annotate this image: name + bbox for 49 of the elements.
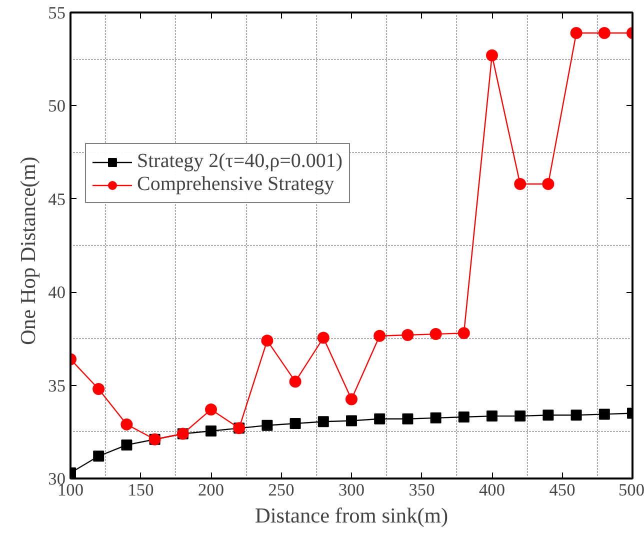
- point: [289, 376, 302, 388]
- point: [458, 327, 470, 340]
- point: [205, 404, 217, 416]
- y-tick-label: 50: [48, 96, 66, 116]
- point: [92, 383, 105, 396]
- x-axis-title: Distance from sink(m): [254, 504, 448, 528]
- x-tick-label: 500: [618, 480, 644, 500]
- point: [570, 27, 582, 39]
- x-tick-label: 250: [268, 480, 294, 500]
- point: [346, 415, 357, 426]
- x-tick-label: 300: [338, 480, 365, 500]
- point: [402, 328, 414, 341]
- point: [290, 418, 301, 430]
- point: [598, 27, 610, 39]
- point: [262, 420, 273, 431]
- point: [121, 439, 132, 450]
- point: [542, 410, 554, 421]
- point: [598, 408, 610, 420]
- point: [261, 334, 274, 347]
- y-axis-title: One Hop Distance(m): [16, 156, 40, 345]
- point: [486, 49, 498, 62]
- point: [317, 332, 330, 344]
- point: [402, 413, 414, 424]
- point: [120, 418, 133, 430]
- point: [514, 178, 526, 190]
- x-tick-label: 450: [549, 480, 576, 500]
- y-tick-label: 40: [48, 283, 66, 302]
- point: [206, 425, 216, 436]
- x-tick-label: 200: [198, 480, 224, 500]
- point: [374, 413, 386, 424]
- point: [93, 450, 104, 462]
- legend-label: Comprehensive Strategy: [137, 173, 334, 196]
- y-tick-label: 35: [48, 376, 66, 396]
- point: [430, 412, 442, 424]
- legend-label: Strategy 2(τ=40,ρ=0.001): [137, 150, 343, 173]
- x-tick-label: 400: [479, 480, 506, 500]
- x-tick-label: 150: [128, 480, 154, 500]
- point: [346, 393, 358, 406]
- point: [486, 410, 498, 422]
- point: [374, 330, 386, 342]
- point: [570, 410, 582, 421]
- point: [430, 328, 442, 340]
- point: [514, 410, 526, 422]
- y-tick-label: 55: [48, 4, 66, 22]
- point: [458, 411, 470, 422]
- x-tick-label: 350: [408, 480, 435, 500]
- point: [318, 416, 329, 428]
- point: [542, 178, 554, 190]
- y-tick-label: 45: [48, 190, 66, 209]
